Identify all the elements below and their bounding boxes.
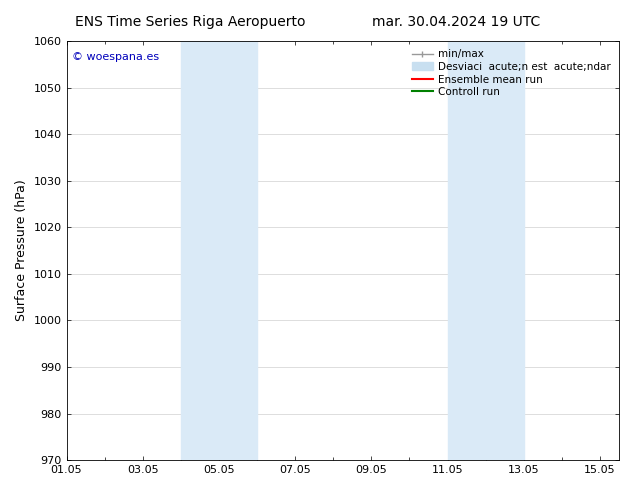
Y-axis label: Surface Pressure (hPa): Surface Pressure (hPa) bbox=[15, 180, 28, 321]
Text: mar. 30.04.2024 19 UTC: mar. 30.04.2024 19 UTC bbox=[372, 15, 541, 29]
Legend: min/max, Desviaci  acute;n est  acute;ndar, Ensemble mean run, Controll run: min/max, Desviaci acute;n est acute;ndar… bbox=[409, 46, 614, 100]
Bar bbox=[505, 41, 524, 460]
Bar bbox=[238, 41, 257, 460]
Bar bbox=[181, 41, 238, 460]
Text: © woespana.es: © woespana.es bbox=[72, 51, 159, 62]
Text: ENS Time Series Riga Aeropuerto: ENS Time Series Riga Aeropuerto bbox=[75, 15, 306, 29]
Bar bbox=[448, 41, 505, 460]
